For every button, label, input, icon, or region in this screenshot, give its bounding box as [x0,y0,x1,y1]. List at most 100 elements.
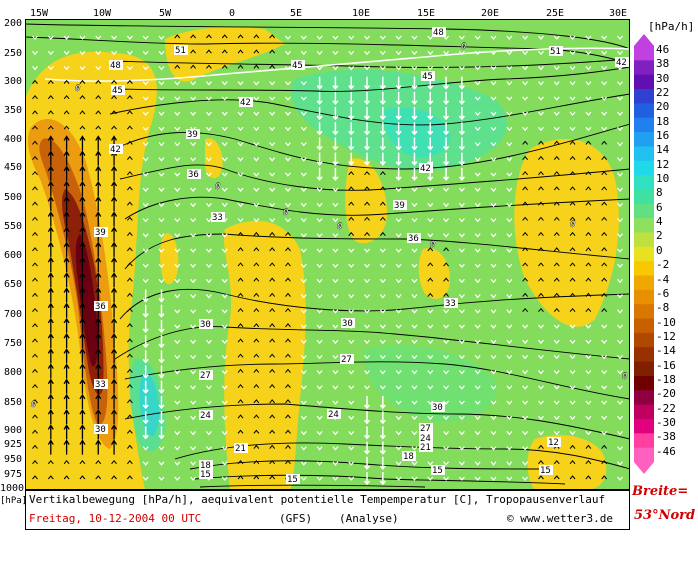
downward-arrow [411,263,418,269]
upward-arrow [253,277,260,282]
downward-arrow [221,96,228,101]
downward-arrow [158,202,165,208]
legend-label: -8 [656,301,670,315]
upward-arrow [569,186,576,191]
downward-arrow [443,446,450,451]
upward-arrow [126,338,133,343]
upward-arrow [79,110,86,115]
legend-swatch [634,60,654,76]
contour-label: 42 [240,98,251,108]
upward-arrow [585,201,592,206]
downward-arrow [601,50,608,56]
x-tick: 25E [546,8,565,19]
downward-arrow [205,172,212,177]
upward-arrow [47,272,54,288]
upward-arrow [237,383,244,389]
downward-arrow [490,81,497,86]
downward-arrow [474,415,481,421]
upward-arrow [364,201,370,206]
downward-arrow [174,415,181,421]
downward-arrow [142,81,149,86]
upward-arrow [95,317,102,333]
y-unit: [hPa] [0,496,28,506]
downward-arrow [332,430,339,436]
downward-arrow [601,35,608,40]
downward-arrow [443,385,450,390]
downward-arrow [411,476,418,481]
upward-arrow [95,135,102,151]
downward-arrow [490,446,497,451]
upward-arrow [379,231,386,237]
downward-arrow [411,202,418,208]
zero-label: 0 [75,84,81,94]
upward-arrow [253,292,260,297]
downward-arrow [174,446,181,451]
upward-arrow [32,383,38,389]
downward-arrow [569,354,576,360]
downward-arrow [142,202,149,208]
upward-arrow [95,79,102,84]
downward-arrow [205,96,212,101]
upward-arrow [237,414,244,419]
upward-arrow [253,307,260,313]
downward-arrow [379,50,386,56]
upward-arrow [237,292,244,297]
downward-arrow [379,91,386,105]
downward-arrow [348,35,355,40]
upward-arrow [95,150,102,166]
downward-arrow [174,263,181,269]
upward-arrow [601,216,608,221]
downward-arrow [411,152,418,166]
downward-arrow [348,446,355,451]
downward-arrow [427,339,434,345]
upward-arrow [253,338,260,343]
upward-arrow [253,414,260,419]
upward-arrow [63,226,70,242]
downward-arrow [427,91,434,105]
downward-arrow [601,354,608,360]
upward-arrow [221,49,228,54]
downward-arrow [174,309,181,314]
upward-arrow [47,475,54,480]
downward-arrow [142,319,149,334]
downward-arrow [411,278,418,284]
downward-arrow [285,35,291,40]
zero-label: 0 [570,220,576,230]
upward-arrow [253,262,260,267]
downward-arrow [411,50,418,56]
downward-arrow [458,309,465,314]
downward-arrow [221,202,228,208]
downward-arrow [142,96,149,101]
downward-arrow [617,278,623,284]
upward-arrow [237,353,244,358]
downward-arrow [332,476,339,481]
downward-arrow [506,187,513,193]
upward-arrow [269,414,276,419]
downward-arrow [379,76,386,90]
downward-arrow [332,233,339,238]
downward-arrow [506,81,513,86]
downward-arrow [537,339,544,345]
upward-arrow [585,444,592,449]
downward-arrow [237,126,244,132]
upward-arrow [63,211,70,227]
downward-arrow [458,202,465,208]
upward-arrow [569,460,576,465]
upward-arrow [522,262,529,267]
downward-arrow [190,476,197,481]
downward-arrow [332,137,339,151]
upward-arrow [126,110,133,115]
downward-arrow [490,218,497,223]
downward-arrow [95,50,102,56]
upward-arrow [553,307,560,313]
y-tick: 750 [3,338,22,349]
downward-arrow [316,370,323,375]
downward-arrow [142,248,149,253]
downward-arrow [205,233,212,238]
downward-arrow [221,415,228,421]
downward-arrow [474,294,481,299]
downward-arrow [617,446,623,451]
downward-arrow [174,339,181,345]
upward-arrow [95,363,102,379]
upward-arrow [174,34,181,39]
